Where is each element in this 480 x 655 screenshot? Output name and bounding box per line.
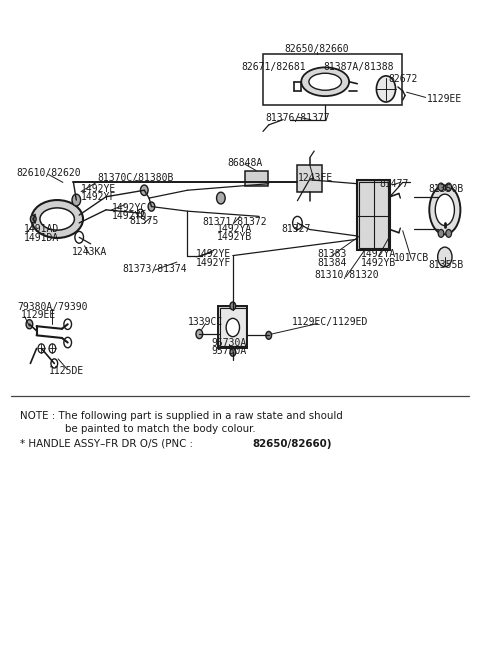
Text: NOTE : The following part is supplied in a raw state and should: NOTE : The following part is supplied in… xyxy=(20,411,343,421)
Ellipse shape xyxy=(438,247,452,267)
Circle shape xyxy=(446,229,452,237)
Ellipse shape xyxy=(429,185,460,234)
Bar xyxy=(357,179,390,250)
Circle shape xyxy=(226,318,240,337)
Text: 82650/82660): 82650/82660) xyxy=(252,439,332,449)
Text: 1492YA: 1492YA xyxy=(361,250,396,259)
Text: 95730A: 95730A xyxy=(212,337,247,348)
Circle shape xyxy=(230,302,236,310)
Text: 1129EC/1129ED: 1129EC/1129ED xyxy=(292,317,368,328)
Circle shape xyxy=(230,348,236,356)
Ellipse shape xyxy=(435,194,455,225)
Circle shape xyxy=(376,76,396,102)
Text: 1125DE: 1125DE xyxy=(49,365,84,375)
Circle shape xyxy=(64,319,72,329)
Text: 81350B: 81350B xyxy=(428,184,463,194)
Text: 1129EE: 1129EE xyxy=(427,94,462,103)
Ellipse shape xyxy=(301,67,349,96)
Circle shape xyxy=(141,185,148,195)
Circle shape xyxy=(438,229,444,237)
Text: 1492YF: 1492YF xyxy=(81,193,116,202)
Text: 81477: 81477 xyxy=(379,179,409,189)
Text: 81327: 81327 xyxy=(282,225,311,234)
Text: 1017CB: 1017CB xyxy=(394,253,429,263)
Bar xyxy=(245,171,268,186)
Bar xyxy=(263,54,402,105)
Text: 1491DA: 1491DA xyxy=(24,233,59,243)
Text: 1492YC: 1492YC xyxy=(112,203,147,213)
Text: 81383: 81383 xyxy=(317,250,347,259)
Text: 1243KA: 1243KA xyxy=(72,248,107,257)
Circle shape xyxy=(75,231,84,243)
Circle shape xyxy=(38,344,45,353)
Bar xyxy=(359,181,388,248)
Text: 81375: 81375 xyxy=(130,216,159,226)
Circle shape xyxy=(26,320,33,329)
Text: be painted to match the body colour.: be painted to match the body colour. xyxy=(65,424,256,434)
Text: 82610/82620: 82610/82620 xyxy=(16,168,81,178)
Text: 81310/81320: 81310/81320 xyxy=(314,271,379,280)
Bar xyxy=(298,166,323,191)
Text: 81387A/81388: 81387A/81388 xyxy=(324,62,394,71)
Text: 81376/81377: 81376/81377 xyxy=(265,113,330,123)
Circle shape xyxy=(72,194,81,206)
Circle shape xyxy=(293,216,302,229)
Text: 1492YF: 1492YF xyxy=(196,258,231,268)
Circle shape xyxy=(196,329,203,339)
Text: 82650/82660: 82650/82660 xyxy=(284,44,349,54)
Circle shape xyxy=(216,192,225,204)
Circle shape xyxy=(51,359,58,368)
Circle shape xyxy=(438,183,444,191)
Circle shape xyxy=(138,209,144,217)
Text: 81384: 81384 xyxy=(317,258,347,268)
Text: * HANDLE ASSY–FR DR O/S (PNC :: * HANDLE ASSY–FR DR O/S (PNC : xyxy=(20,439,196,449)
Circle shape xyxy=(446,183,452,191)
Bar xyxy=(220,308,246,346)
Text: 1492YA: 1492YA xyxy=(216,225,252,234)
Circle shape xyxy=(148,202,155,211)
Text: 86848A: 86848A xyxy=(227,158,263,168)
Text: 79380A/79390: 79380A/79390 xyxy=(17,301,88,312)
Text: 1492YE: 1492YE xyxy=(196,250,231,259)
Text: 81371/81372: 81371/81372 xyxy=(202,217,266,227)
Text: 82672: 82672 xyxy=(388,74,418,84)
Circle shape xyxy=(266,331,272,339)
Bar xyxy=(218,306,247,348)
Text: 95750A: 95750A xyxy=(212,346,247,356)
Text: 1129EE: 1129EE xyxy=(21,310,56,320)
Ellipse shape xyxy=(31,200,83,238)
Text: 81370C/81380B: 81370C/81380B xyxy=(97,174,174,183)
Circle shape xyxy=(49,344,56,353)
Text: 81355B: 81355B xyxy=(428,261,463,271)
Text: 1243FE: 1243FE xyxy=(298,174,333,183)
Circle shape xyxy=(64,337,72,348)
Text: 1492YB: 1492YB xyxy=(361,258,396,268)
Text: 1492YE: 1492YE xyxy=(81,184,116,194)
Ellipse shape xyxy=(309,73,341,90)
Ellipse shape xyxy=(40,208,74,230)
Text: 82671/82681: 82671/82681 xyxy=(241,62,306,71)
Text: 1492YB: 1492YB xyxy=(216,233,252,242)
Text: 1491AD: 1491AD xyxy=(24,225,59,234)
Text: 1339CC: 1339CC xyxy=(188,317,223,328)
Text: 81373/81374: 81373/81374 xyxy=(122,264,187,274)
Text: 1492YD: 1492YD xyxy=(112,212,147,221)
Circle shape xyxy=(30,215,36,223)
